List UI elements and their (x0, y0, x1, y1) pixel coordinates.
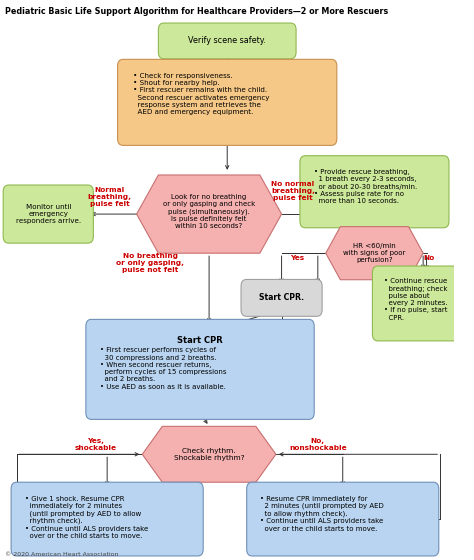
FancyBboxPatch shape (86, 319, 314, 419)
Text: © 2020 American Heart Association: © 2020 American Heart Association (5, 552, 118, 557)
Text: Pediatric Basic Life Support Algorithm for Healthcare Providers—2 or More Rescue: Pediatric Basic Life Support Algorithm f… (5, 7, 389, 16)
Polygon shape (326, 227, 423, 280)
Text: No,
nonshockable: No, nonshockable (289, 438, 346, 451)
Text: HR <60/min
with signs of poor
perfusion?: HR <60/min with signs of poor perfusion? (343, 243, 406, 263)
Text: • Check for responsiveness.
• Shout for nearby help.
• First rescuer remains wit: • Check for responsiveness. • Shout for … (133, 73, 270, 115)
Text: Look for no breathing
or only gasping and check
pulse (simultaneously).
Is pulse: Look for no breathing or only gasping an… (163, 194, 255, 229)
Text: Verify scene safety.: Verify scene safety. (188, 36, 266, 45)
Text: • Resume CPR immediately for
  2 minutes (until prompted by AED
  to allow rhyth: • Resume CPR immediately for 2 minutes (… (260, 496, 384, 531)
FancyBboxPatch shape (3, 185, 93, 243)
FancyBboxPatch shape (118, 59, 337, 146)
FancyBboxPatch shape (246, 482, 439, 556)
Text: • Continue rescue
  breathing; check
  pulse about
  every 2 minutes.
• If no pu: • Continue rescue breathing; check pulse… (384, 278, 448, 320)
FancyBboxPatch shape (158, 23, 296, 59)
FancyBboxPatch shape (11, 482, 203, 556)
FancyBboxPatch shape (300, 156, 449, 228)
Text: No normal
breathing,
pulse felt: No normal breathing, pulse felt (271, 181, 315, 200)
Text: • First rescuer performs cycles of
  30 compressions and 2 breaths.
• When secon: • First rescuer performs cycles of 30 co… (100, 347, 227, 390)
Polygon shape (137, 175, 282, 253)
Text: Normal
breathing,
pulse felt: Normal breathing, pulse felt (87, 188, 131, 207)
Text: Monitor until
emergency
responders arrive.: Monitor until emergency responders arriv… (16, 204, 81, 225)
Text: Yes: Yes (291, 255, 304, 260)
Text: • Provide rescue breathing,
  1 breath every 2-3 seconds,
  or about 20-30 breat: • Provide rescue breathing, 1 breath eve… (313, 169, 417, 204)
Text: Start CPR.: Start CPR. (259, 293, 304, 302)
Text: No: No (423, 255, 435, 260)
Text: No breathing
or only gasping,
pulse not felt: No breathing or only gasping, pulse not … (116, 253, 184, 273)
Text: Start CPR: Start CPR (177, 336, 223, 345)
FancyBboxPatch shape (241, 279, 322, 316)
Text: • Give 1 shock. Resume CPR
  immediately for 2 minutes
  (until prompted by AED : • Give 1 shock. Resume CPR immediately f… (25, 496, 148, 539)
Text: Yes,
shockable: Yes, shockable (75, 438, 117, 451)
FancyBboxPatch shape (373, 266, 474, 341)
Polygon shape (142, 426, 276, 482)
Text: Check rhythm.
Shockable rhythm?: Check rhythm. Shockable rhythm? (174, 447, 245, 461)
